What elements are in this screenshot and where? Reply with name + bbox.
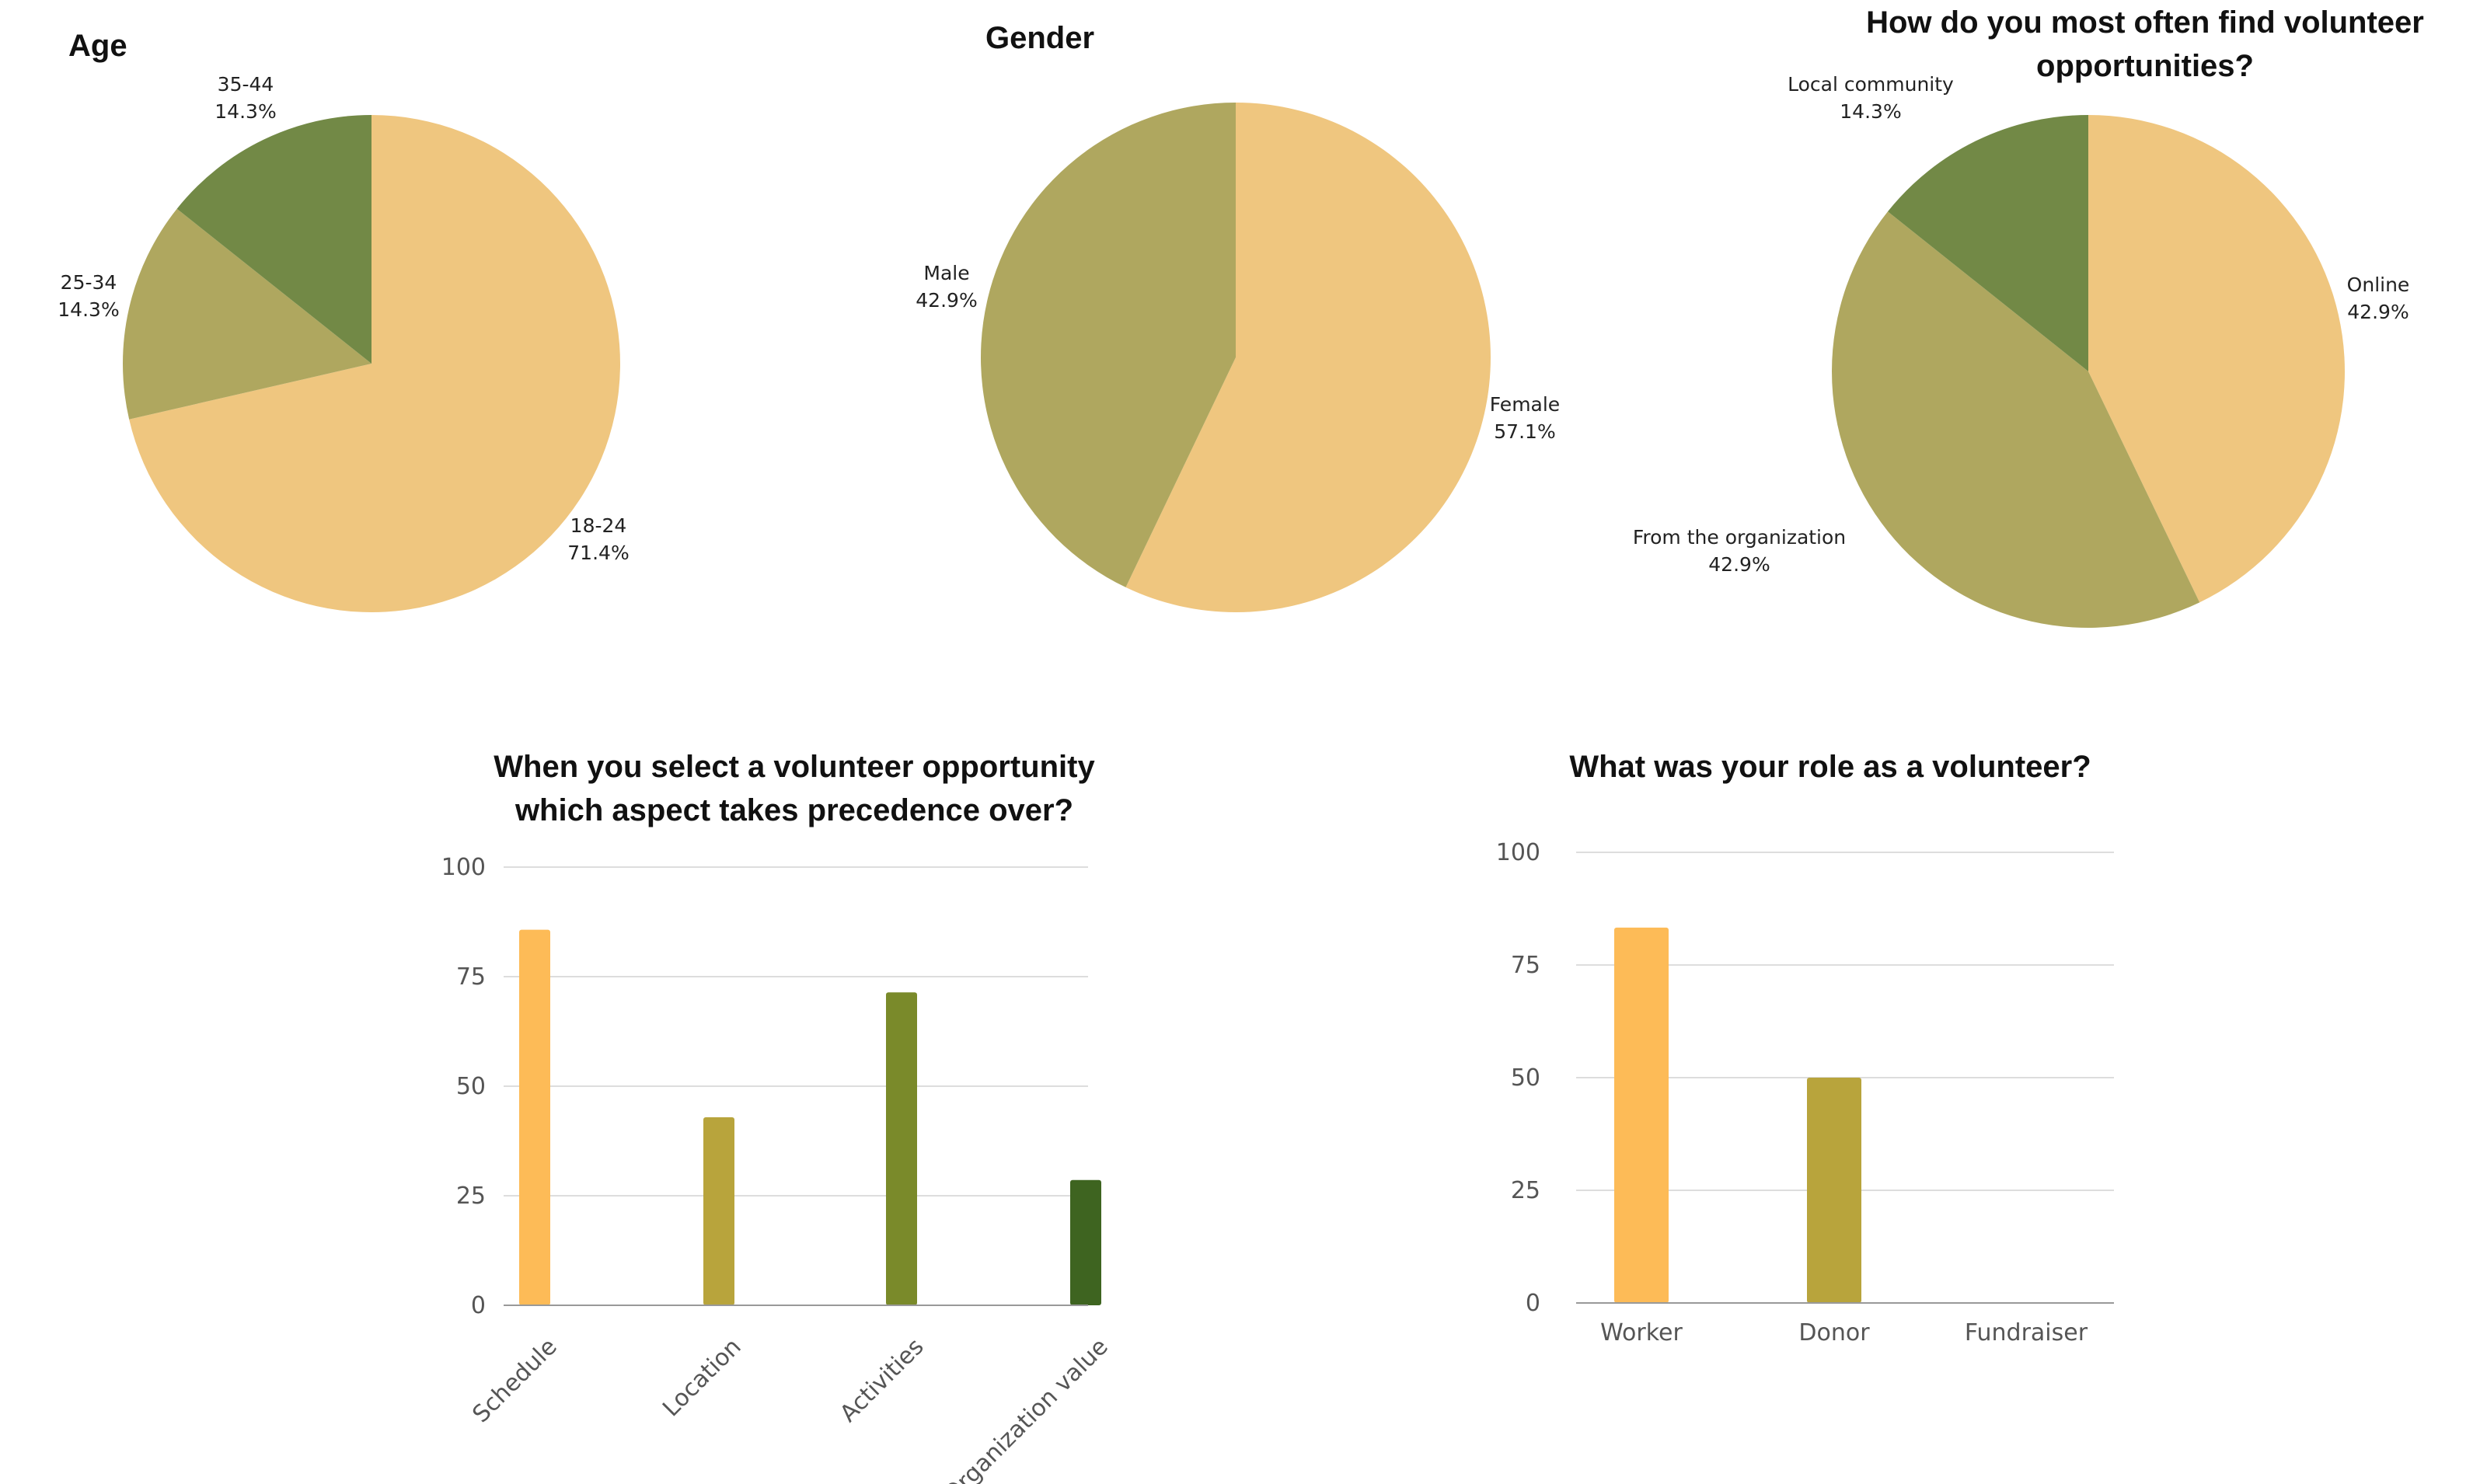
slice-label: Online xyxy=(2347,273,2410,296)
slice-percent: 71.4% xyxy=(567,542,629,564)
pie-slice-18-24 xyxy=(129,115,621,612)
bar-schedule xyxy=(519,929,550,1305)
chart-title: Age xyxy=(68,29,127,63)
y-tick-label: 100 xyxy=(441,854,486,881)
bar-organization-value xyxy=(1070,1179,1101,1305)
x-category-label: Fundraiser xyxy=(1965,1319,2088,1346)
bar-chart-aspect: When you select a volunteer opportunity w… xyxy=(441,750,1114,1484)
slice-percent: 42.9% xyxy=(916,289,977,312)
chart-title: How do you most often find volunteer xyxy=(1866,5,2424,40)
y-tick-label: 75 xyxy=(456,963,486,991)
pie-slice-female xyxy=(1125,103,1491,613)
bar-chart-role: What was your role as a volunteer? 0 25 50 7… xyxy=(1496,750,2114,1346)
slice-label: 18-24 xyxy=(570,514,627,537)
slice-percent: 57.1% xyxy=(1494,420,1555,443)
x-category-label: Schedule xyxy=(467,1333,562,1428)
y-tick-label: 25 xyxy=(456,1183,486,1210)
pie-slice-male xyxy=(981,102,1236,587)
chart-title: which aspect takes precedence over? xyxy=(514,793,1073,827)
slice-percent: 42.9% xyxy=(1708,553,1770,576)
slice-label: Local community xyxy=(1788,73,1954,96)
y-tick-label: 0 xyxy=(1526,1290,1540,1317)
chart-title: When you select a volunteer opportunity xyxy=(494,750,1095,784)
pie-chart-age: Age 18-24 71.4% 25-34 14.3% 35-44 14.3% xyxy=(58,29,630,612)
y-tick-label: 0 xyxy=(471,1292,486,1319)
slice-percent: 14.3% xyxy=(1840,100,1901,123)
chart-title: opportunities? xyxy=(2036,49,2254,83)
bar-worker xyxy=(1614,927,1669,1303)
slice-percent: 14.3% xyxy=(215,100,276,123)
x-category-label: Donor xyxy=(1798,1319,1870,1346)
x-category-label: Location xyxy=(658,1333,746,1422)
bar-donor xyxy=(1807,1078,1861,1303)
slice-label: From the organization xyxy=(1633,526,1846,549)
pie-chart-gender: Gender Female 57.1% Male 42.9% xyxy=(916,21,1560,613)
y-tick-label: 100 xyxy=(1496,839,1540,866)
slice-label: Female xyxy=(1490,393,1560,416)
y-tick-label: 50 xyxy=(456,1073,486,1100)
slice-percent: 42.9% xyxy=(2347,301,2409,323)
pie-slice-local-community xyxy=(1887,115,2088,371)
x-category-label: Organization value xyxy=(939,1333,1114,1484)
y-tick-label: 50 xyxy=(1511,1064,1540,1092)
slice-label: 25-34 xyxy=(61,271,117,294)
x-category-label: Activities xyxy=(835,1333,930,1428)
pie-slice-35-44 xyxy=(176,115,371,364)
pie-slice-online xyxy=(2088,115,2345,603)
y-tick-label: 25 xyxy=(1511,1177,1540,1204)
chart-title: Gender xyxy=(985,21,1094,55)
slice-label: 35-44 xyxy=(218,73,274,96)
chart-title: What was your role as a volunteer? xyxy=(1569,750,2091,784)
slice-label: Male xyxy=(923,262,969,284)
pie-slice-25-34 xyxy=(122,208,371,420)
pie-chart-find: How do you most often find volunteer oppo… xyxy=(1633,5,2424,628)
slice-percent: 14.3% xyxy=(58,298,119,321)
bar-location xyxy=(703,1117,734,1305)
pie-slice-from-the-organization xyxy=(1831,211,2200,628)
y-tick-label: 75 xyxy=(1511,952,1540,979)
bar-activities xyxy=(886,992,917,1305)
x-category-label: Worker xyxy=(1600,1319,1683,1346)
